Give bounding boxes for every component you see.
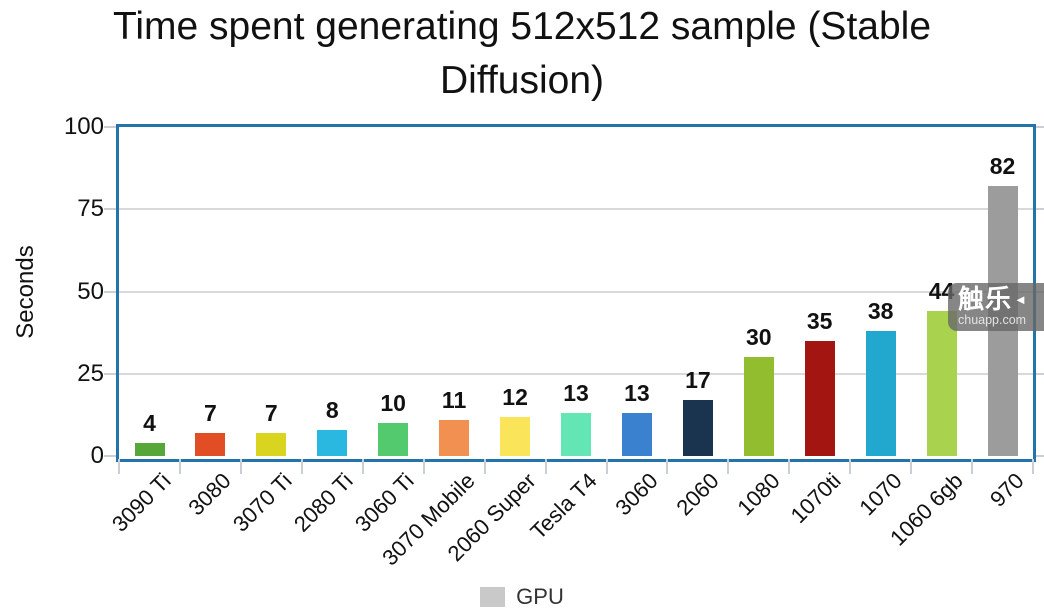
- x-tick-mark: [788, 459, 791, 474]
- y-tick-mark-right: [1036, 126, 1044, 128]
- x-tick-mark: [1032, 459, 1034, 474]
- bar-value-label: 17: [685, 367, 711, 393]
- y-tick-mark-right: [1036, 455, 1044, 457]
- x-tick-mark: [483, 459, 486, 474]
- legend-label: GPU: [516, 584, 564, 609]
- y-tick-label: 25: [77, 359, 104, 387]
- x-tick-mark: [971, 459, 974, 474]
- y-tick-label: 0: [90, 442, 104, 469]
- bar: [439, 420, 470, 456]
- watermark-url: chuapp.com: [958, 313, 1027, 327]
- bar-value-label: 10: [380, 390, 406, 416]
- bar-value-label: 13: [624, 380, 650, 406]
- y-tick-mark-right: [1036, 372, 1044, 375]
- y-tick-mark-left: [104, 372, 116, 375]
- y-tick-label: 100: [63, 113, 104, 140]
- y-gridline: [119, 372, 1033, 375]
- watermark: 触乐 ◄ chuapp.com: [948, 283, 1044, 331]
- legend-swatch: [480, 587, 506, 607]
- x-tick-mark: [849, 459, 852, 474]
- bar: [561, 413, 591, 456]
- y-tick-label: 50: [77, 277, 104, 305]
- bar: [134, 443, 165, 456]
- bar-value-label: 11: [441, 387, 467, 413]
- x-tick-mark: [422, 459, 425, 474]
- bar-value-label: 30: [746, 324, 772, 350]
- x-tick-mark: [727, 459, 730, 474]
- watermark-logo: 触乐: [958, 284, 1013, 314]
- bar: [926, 311, 957, 456]
- bar-value-label: 35: [806, 308, 833, 334]
- bar: [621, 413, 652, 456]
- bar-value-label: 7: [203, 400, 217, 426]
- y-tick-mark-left: [104, 290, 116, 293]
- y-gridline: [119, 290, 1033, 293]
- x-tick-mark: [605, 459, 608, 474]
- x-tick-mark: [178, 459, 181, 474]
- x-tick-mark: [910, 459, 913, 474]
- watermark-play-icon: ◄: [1014, 291, 1027, 307]
- bar-value-label: 7: [264, 400, 278, 426]
- x-tick-mark: [544, 459, 547, 474]
- x-tick-mark: [118, 459, 120, 474]
- legend: GPU: [0, 584, 1044, 610]
- x-tick-mark: [666, 459, 669, 474]
- bar: [804, 341, 835, 456]
- bar-value-label: 82: [989, 153, 1016, 179]
- bar: [743, 357, 774, 456]
- y-gridline: [119, 208, 1033, 211]
- bar-value-label: 38: [867, 298, 894, 324]
- bar: [317, 430, 348, 456]
- y-tick-mark-left: [104, 208, 116, 211]
- bar: [865, 331, 896, 456]
- x-tick-mark: [239, 459, 242, 474]
- x-tick-mark: [361, 459, 364, 474]
- bar: [378, 423, 409, 456]
- bar: [682, 400, 713, 456]
- bar: [500, 417, 531, 456]
- bar: [195, 433, 226, 456]
- y-tick-mark-left: [104, 455, 116, 457]
- bar-value-label: 8: [325, 397, 339, 423]
- watermark-logo-row: 触乐 ◄: [958, 285, 1044, 313]
- bar-value-label: 13: [563, 380, 589, 406]
- y-tick-mark-right: [1036, 208, 1044, 211]
- y-tick-label: 75: [77, 195, 104, 223]
- y-tick-mark-left: [104, 126, 116, 128]
- chart-title: Time spent generating 512x512 sample (St…: [112, 5, 932, 102]
- bar-value-label: 4: [143, 410, 156, 436]
- x-tick-mark: [300, 459, 303, 474]
- bar: [256, 433, 287, 456]
- bar-value-label: 12: [502, 384, 528, 410]
